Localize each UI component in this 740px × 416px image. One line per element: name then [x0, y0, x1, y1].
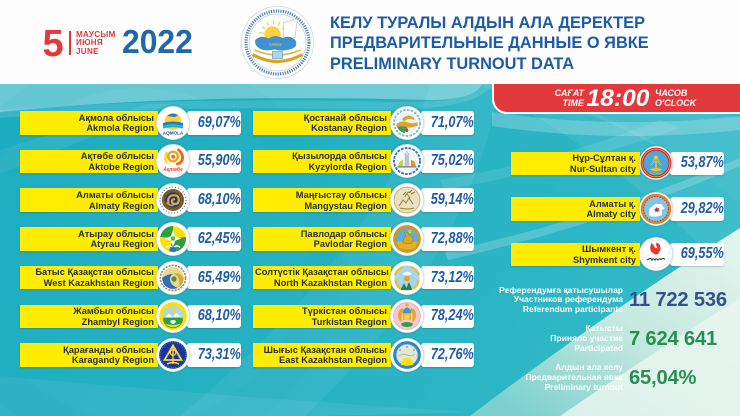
svg-text:АСТАНА: АСТАНА [650, 172, 662, 176]
svg-text:Ақтөбе: Ақтөбе [162, 166, 183, 173]
svg-text:САЙЛАУ: САЙЛАУ [269, 43, 282, 47]
svg-text:AQMOLA: AQMOLA [162, 130, 183, 135]
